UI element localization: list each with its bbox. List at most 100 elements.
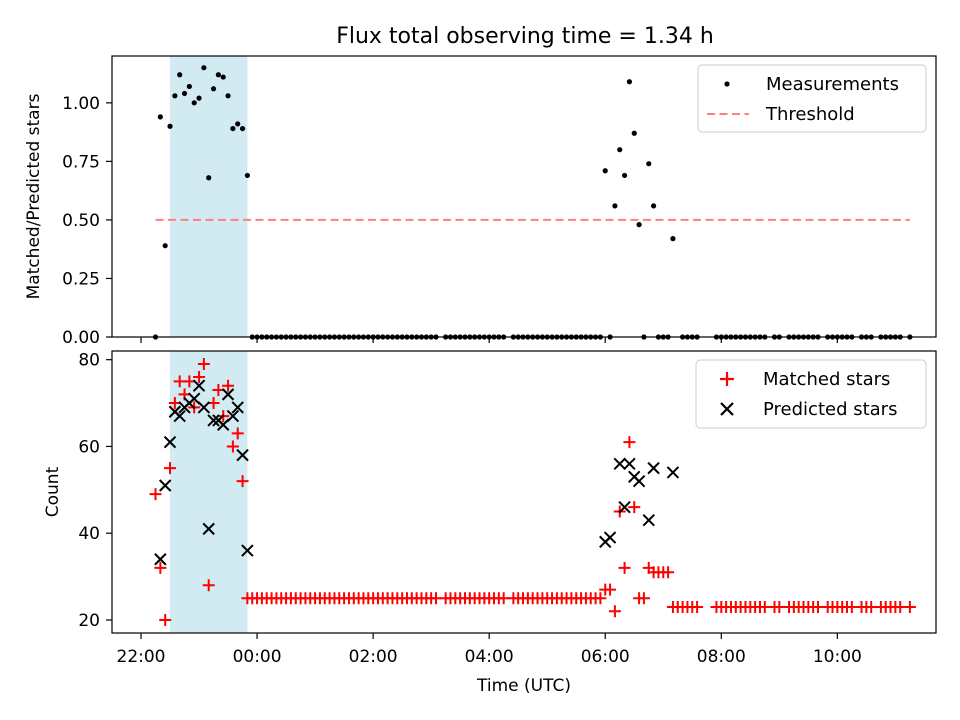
matched-star-point <box>149 488 162 501</box>
predicted-star-point <box>623 457 636 471</box>
legend-predicted-label: Predicted stars <box>763 399 897 420</box>
predicted-star-point <box>618 500 631 514</box>
measurement-point <box>636 222 642 228</box>
measurement-point <box>206 175 212 181</box>
predicted-star-point <box>613 457 626 471</box>
measurement-point <box>177 72 183 78</box>
bottom-y-axis-label: Count <box>43 466 63 517</box>
matched-star-point <box>222 379 235 392</box>
x-tick-label: 10:00 <box>813 647 862 667</box>
predicted-star-point <box>173 409 186 423</box>
measurement-point <box>612 203 618 209</box>
measurement-point <box>220 74 226 80</box>
matched-star-point <box>202 579 215 592</box>
top-plot-frame <box>111 55 937 338</box>
top-y-axis-ticks: 0.00 0.25 0.50 0.75 1.00 <box>62 94 112 348</box>
top-shaded-interval <box>170 56 248 337</box>
x-tick-label: 00:00 <box>233 647 282 667</box>
predicted-star-point <box>158 479 172 492</box>
legend-matched-label: Matched stars <box>763 369 890 390</box>
measurement-point <box>196 95 202 101</box>
measurement-point <box>191 100 197 106</box>
measurement-point <box>621 172 628 179</box>
bottom-legend: Matched stars Predicted stars <box>695 359 927 429</box>
top-legend-box <box>697 64 927 133</box>
bottom-x-axis-ticks: 22:00 00:00 02:00 04:00 06:00 08:00 10:00 <box>117 633 862 667</box>
predicted-star-point <box>603 531 617 544</box>
legend-predicted-marker <box>720 402 734 416</box>
predicted-star-point <box>241 544 254 557</box>
predicted-star-point <box>197 401 211 414</box>
matched-star-point <box>164 462 177 475</box>
predicted-star-point <box>221 388 235 401</box>
predicted-star-point <box>236 448 249 462</box>
y-tick-label: 0.25 <box>62 269 100 289</box>
y-tick-label: 0.75 <box>62 152 100 172</box>
matched-stars-series <box>149 358 916 626</box>
predicted-star-point <box>647 461 660 475</box>
predicted-stars-series <box>154 379 680 566</box>
y-tick-label: 20 <box>78 611 100 631</box>
measurement-point <box>186 83 192 90</box>
matched-star-point <box>154 561 167 574</box>
y-tick-label: 60 <box>78 437 100 457</box>
matched-star-point <box>159 613 172 626</box>
matched-star-point <box>623 436 636 449</box>
y-tick-label: 0.00 <box>62 328 100 348</box>
matched-star-point <box>637 592 650 605</box>
matched-star-point <box>608 605 621 618</box>
chart-title: Flux total observing time = 1.34 h <box>336 24 714 49</box>
matched-star-point <box>628 501 641 514</box>
predicted-star-point <box>666 466 680 479</box>
legend-threshold-label: Threshold <box>765 104 855 125</box>
predicted-star-point <box>231 401 244 414</box>
matched-star-point <box>594 592 607 605</box>
predicted-star-point <box>642 513 655 527</box>
measurement-point <box>172 93 178 99</box>
matched-star-point <box>691 600 704 613</box>
measurement-point <box>201 65 207 71</box>
measurement-point <box>670 236 676 242</box>
matched-star-point <box>903 600 916 613</box>
predicted-star-point <box>202 522 215 536</box>
predicted-star-point <box>217 418 230 431</box>
top-x-axis-ticks <box>140 337 838 343</box>
y-tick-label: 0.50 <box>62 211 100 231</box>
x-tick-label: 06:00 <box>581 647 630 667</box>
measurement-point <box>215 72 221 78</box>
measurement-point <box>617 147 623 153</box>
bottom-plot-frame <box>111 350 937 634</box>
matched-star-point <box>197 358 210 371</box>
measurement-point <box>157 114 163 120</box>
measurement-point <box>631 130 637 136</box>
matched-star-point <box>618 561 631 574</box>
measurement-point <box>162 243 168 249</box>
measurement-point <box>244 172 250 179</box>
measurement-point <box>225 93 231 99</box>
matched-star-point <box>236 475 249 488</box>
bottom-legend-box <box>695 359 927 429</box>
predicted-star-point <box>632 474 646 488</box>
legend-measurements-marker <box>724 81 730 87</box>
measurement-point <box>626 79 633 85</box>
predicted-star-point <box>163 435 177 449</box>
matched-star-point <box>662 566 675 579</box>
predicted-star-point <box>154 553 167 566</box>
y-tick-label: 80 <box>78 351 100 371</box>
measurement-point <box>239 125 246 132</box>
y-tick-label: 40 <box>78 524 100 544</box>
top-y-axis-label: Matched/Predicted stars <box>24 93 44 299</box>
measurement-point <box>650 203 657 209</box>
measurement-point <box>235 121 241 127</box>
predicted-star-point <box>226 409 240 423</box>
measurement-point <box>646 161 652 167</box>
top-panel: 0.00 0.25 0.50 0.75 1.00 Matched/Predicted s… <box>24 55 937 348</box>
legend-matched-marker <box>720 372 734 386</box>
x-tick-label: 22:00 <box>117 647 166 667</box>
x-tick-label: 08:00 <box>697 647 746 667</box>
measurement-point <box>167 123 173 129</box>
y-tick-label: 1.00 <box>62 94 100 114</box>
legend-measurements-label: Measurements <box>766 74 899 95</box>
predicted-star-point <box>192 379 206 392</box>
